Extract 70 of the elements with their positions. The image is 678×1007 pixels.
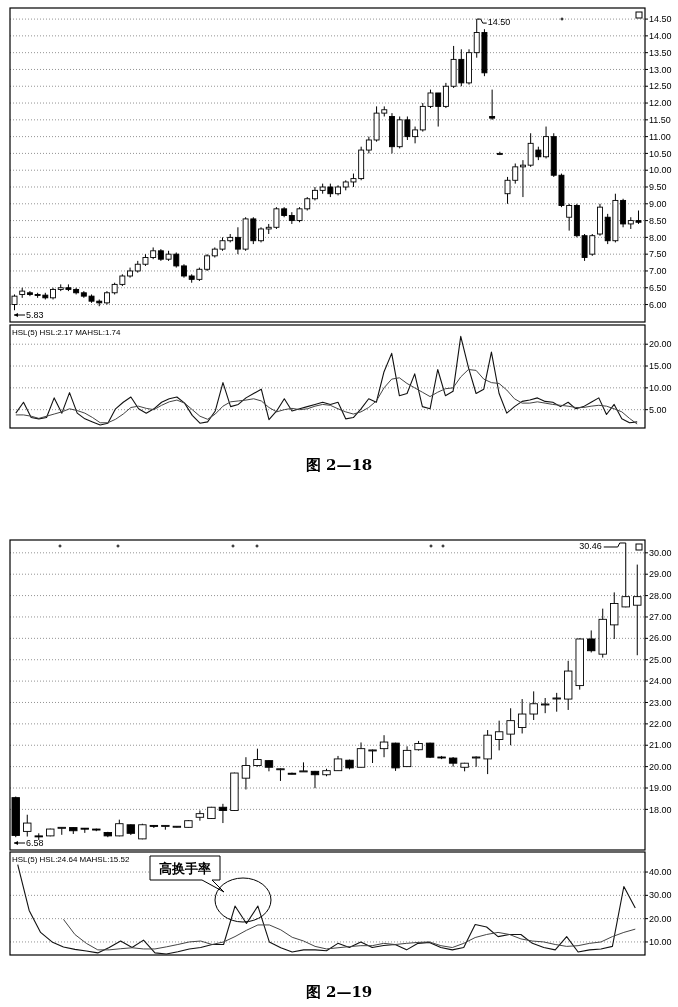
y-tick-label: 11.50 bbox=[649, 114, 671, 125]
candlestick bbox=[195, 809, 205, 822]
caption: 图 2—19 bbox=[305, 983, 373, 1001]
y-tick-label: 28.00 bbox=[649, 590, 672, 601]
annotation: 高换手率 bbox=[159, 861, 211, 876]
line-series bbox=[15, 335, 638, 426]
y-tick-label: 12.50 bbox=[649, 81, 672, 92]
y-tick-label: 14.50 bbox=[649, 14, 672, 25]
candlestick bbox=[379, 734, 389, 758]
y-tick-label: 10.50 bbox=[649, 148, 672, 159]
y-tick-label: 7.00 bbox=[649, 266, 667, 277]
y-tick-label: 10.00 bbox=[649, 165, 672, 176]
y-tick-label: 25.00 bbox=[649, 654, 672, 665]
y-tick-label: 6.00 bbox=[649, 299, 667, 310]
y-tick-label: 40.00 bbox=[649, 867, 672, 878]
y-tick-label: 9.50 bbox=[649, 182, 667, 193]
annotation: 14.50 bbox=[487, 17, 511, 28]
line-series bbox=[62, 918, 636, 951]
candlestick bbox=[587, 629, 596, 653]
y-tick-label: 5.00 bbox=[649, 404, 667, 415]
y-tick-label: 6.50 bbox=[649, 282, 667, 293]
candlestick bbox=[552, 692, 561, 713]
y-tick-label: 19.00 bbox=[649, 783, 672, 794]
candlestick bbox=[529, 690, 538, 721]
y-tick-label: 15.00 bbox=[649, 361, 672, 372]
candlestick bbox=[483, 729, 492, 775]
y-tick-label: 10.00 bbox=[649, 937, 672, 948]
y-tick-label: 20.00 bbox=[649, 339, 672, 350]
y-tick-label: 14.00 bbox=[649, 31, 672, 42]
candlestick bbox=[356, 741, 366, 768]
candlestick bbox=[633, 564, 642, 656]
candlestick bbox=[517, 698, 527, 734]
y-tick-label: 13.50 bbox=[649, 47, 672, 58]
line-series bbox=[15, 369, 638, 425]
y-tick-label: 20.00 bbox=[649, 761, 672, 772]
y-tick-label: 8.50 bbox=[649, 215, 667, 226]
y-tick-label: 18.00 bbox=[649, 804, 672, 815]
y-tick-label: 24.00 bbox=[649, 676, 672, 687]
y-tick-label: 8.00 bbox=[649, 232, 667, 243]
candlestick bbox=[23, 814, 32, 838]
y-tick-label: 20.00 bbox=[649, 913, 672, 924]
y-tick-label: 23.00 bbox=[649, 697, 672, 708]
y-tick-label: 7.50 bbox=[649, 249, 667, 260]
y-tick-label: 11.00 bbox=[649, 131, 671, 142]
y-tick-label: 30.00 bbox=[649, 890, 672, 901]
y-tick-label: 30.00 bbox=[649, 547, 672, 558]
y-tick-label: 10.00 bbox=[649, 383, 672, 393]
y-tick-label: 12.00 bbox=[649, 98, 672, 109]
candlestick bbox=[310, 770, 320, 789]
candlestick bbox=[610, 591, 619, 640]
y-tick-label: 26.00 bbox=[649, 633, 672, 644]
candlestick bbox=[506, 707, 515, 746]
y-tick-label: 13.00 bbox=[649, 64, 672, 75]
candlestick bbox=[471, 755, 481, 768]
candlestick bbox=[489, 89, 496, 121]
chart-title: HSL(5) HSL:24.64 MAHSL:15.52 bbox=[12, 855, 130, 864]
y-tick-label: 22.00 bbox=[649, 719, 672, 730]
annotation: 5.83 bbox=[26, 310, 44, 320]
y-tick-label: 21.00 bbox=[649, 740, 672, 751]
candlestick bbox=[621, 542, 630, 608]
y-tick-label: 27.00 bbox=[649, 612, 672, 623]
candlestick bbox=[241, 756, 251, 790]
chart-title: HSL(5) HSL:2.17 MAHSL:1.74 bbox=[12, 328, 122, 337]
annotation: 6.58 bbox=[26, 838, 44, 848]
candlestick bbox=[218, 803, 228, 824]
annotation: 30.46 bbox=[579, 540, 602, 551]
y-tick-label: 9.00 bbox=[649, 198, 667, 209]
y-tick-label: 29.00 bbox=[649, 569, 672, 580]
caption: 图 2—18 bbox=[305, 456, 373, 474]
candlestick bbox=[494, 720, 504, 751]
